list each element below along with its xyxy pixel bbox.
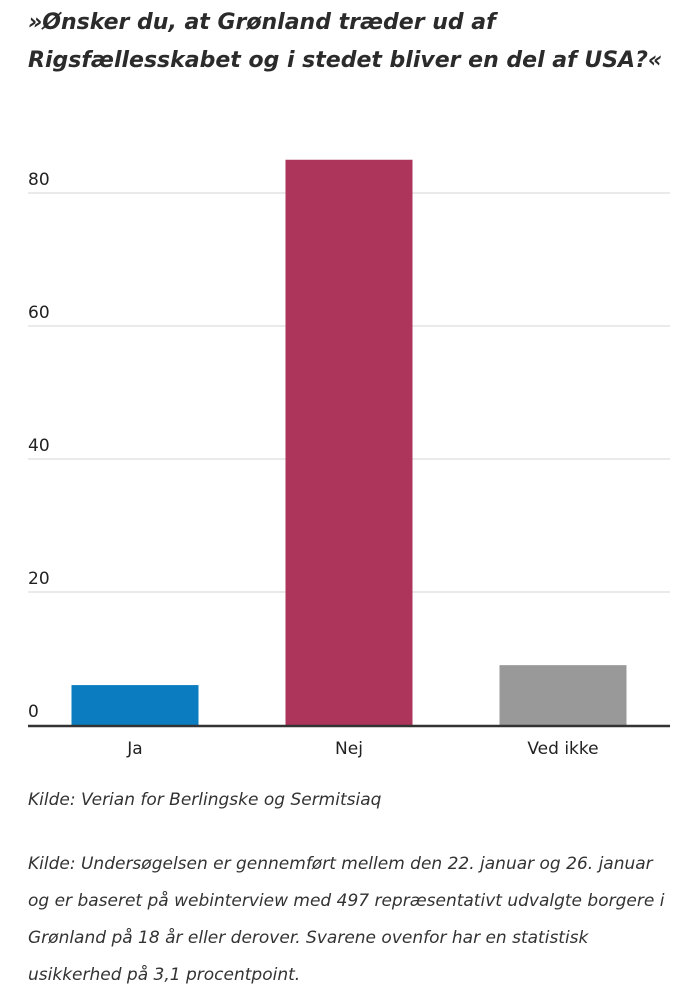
bars <box>71 159 627 725</box>
y-tick-label: 80 <box>28 170 50 190</box>
y-tick-label: 60 <box>28 303 50 323</box>
y-tick-label: 0 <box>28 702 39 722</box>
x-category-label: Ja <box>126 739 142 759</box>
y-axis-ticks: 0 20 40 60 80 <box>28 170 50 722</box>
bar-nej <box>285 159 413 725</box>
source-line: Kilde: Verian for Berlingske og Sermitsi… <box>28 790 382 810</box>
chart-title: »Ønsker du, at Grønland træder ud af Rig… <box>28 10 663 73</box>
x-category-label: Ved ikke <box>527 739 598 759</box>
x-category-label: Nej <box>335 739 363 759</box>
chart-svg: 0 20 40 60 80 Ja Nej Ved ikke <box>28 159 670 759</box>
y-tick-label: 40 <box>28 436 50 456</box>
bar-ja <box>71 685 199 725</box>
x-axis-labels: Ja Nej Ved ikke <box>126 739 598 759</box>
y-tick-label: 20 <box>28 569 50 589</box>
bar-chart: 0 20 40 60 80 Ja Nej Ved ikke <box>0 120 696 770</box>
bar-ved-ikke <box>499 665 627 725</box>
methodology-note: Kilde: Undersøgelsen er gennemført melle… <box>28 854 665 985</box>
